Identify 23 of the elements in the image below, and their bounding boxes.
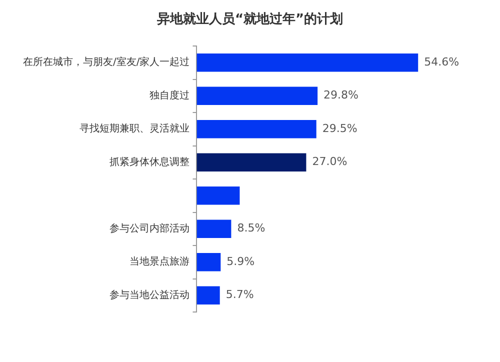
data-label: 5.9% xyxy=(226,254,255,268)
y-tick-label: 参与公司内部活动 xyxy=(110,222,190,234)
bar xyxy=(196,186,240,205)
bar xyxy=(196,252,221,272)
bar xyxy=(196,86,318,106)
y-tick-label: 抓紧身体休息调整 xyxy=(110,156,190,168)
data-label: 29.8% xyxy=(324,88,359,102)
bar xyxy=(196,53,418,72)
y-tick-label: 独自度过 xyxy=(150,89,190,102)
bar xyxy=(196,220,232,238)
bar xyxy=(196,120,316,138)
chart-title: 异地就业人员“就地过年”的计划 xyxy=(156,11,344,29)
y-tick-label: 在所在城市，与朋友/室友/家人一起过 xyxy=(22,56,190,68)
y-tick-label: 寻找短期兼职、灵活就业 xyxy=(80,122,190,135)
bar xyxy=(196,153,306,172)
y-tick-label: 参与当地公益活动 xyxy=(110,288,190,301)
data-label: 54.6% xyxy=(424,55,460,68)
data-label: 8.5% xyxy=(237,222,266,235)
bar xyxy=(196,286,220,305)
data-label: 27.0% xyxy=(312,155,348,168)
data-label: 5.7% xyxy=(226,288,254,302)
y-tick-label: 当地景点旅游 xyxy=(130,256,190,268)
data-label: 29.5% xyxy=(322,122,358,135)
